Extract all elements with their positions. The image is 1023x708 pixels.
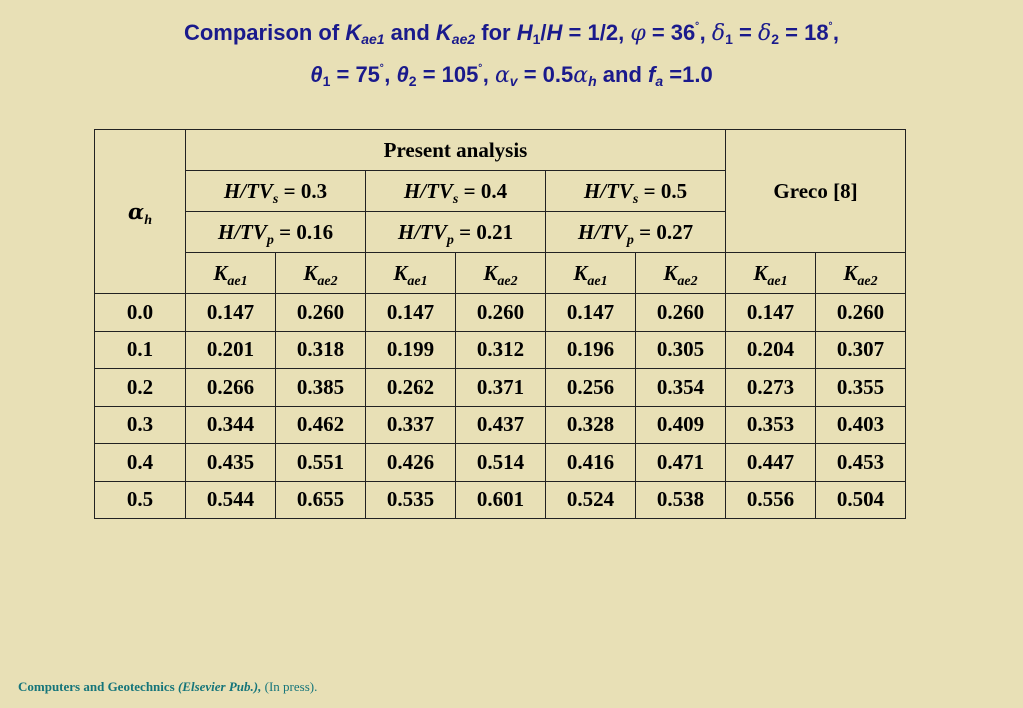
table-cell: 0.147 (185, 293, 276, 332)
table-cell: 0.201 (185, 330, 276, 369)
k-header: Kae1 (185, 252, 276, 294)
alpha-h-value: 0.3 (94, 405, 186, 444)
table-cell: 0.266 (185, 368, 276, 407)
alpha-h-value: 0.5 (94, 480, 186, 519)
tvs-header: H/TVs = 0.5 (545, 170, 726, 212)
table-cell: 0.307 (815, 330, 906, 369)
table-cell: 0.353 (725, 405, 816, 444)
table-row: 0.0 0.147 0.260 0.147 0.260 0.147 0.260 0.147 0.… (94, 293, 906, 332)
table-cell: 0.385 (275, 368, 366, 407)
table-cell: 0.147 (365, 293, 456, 332)
table-cell: 0.416 (545, 443, 636, 482)
table-cell: 0.260 (815, 293, 906, 332)
table-cell: 0.355 (815, 368, 906, 407)
k-header: Kae1 (545, 252, 636, 294)
table-cell: 0.551 (275, 443, 366, 482)
table-cell: 0.453 (815, 443, 906, 482)
table-row: 0.4 0.435 0.551 0.426 0.514 0.416 0.471 0.447 0.… (94, 443, 906, 482)
table-cell: 0.260 (275, 293, 366, 332)
table-cell: 0.256 (545, 368, 636, 407)
table-cell: 0.601 (455, 480, 546, 519)
table-cell: 0.273 (725, 368, 816, 407)
table-cell: 0.437 (455, 405, 546, 444)
table-cell: 0.535 (365, 480, 456, 519)
table-cell: 0.447 (725, 443, 816, 482)
table-cell: 0.204 (725, 330, 816, 369)
table-cell: 0.312 (455, 330, 546, 369)
k-header: Kae1 (725, 252, 816, 294)
table-cell: 0.196 (545, 330, 636, 369)
table-cell: 0.544 (185, 480, 276, 519)
title-line-2: θ1 = 75˚, θ2 = 105˚, αv = 0.5αh and fa =… (310, 62, 713, 89)
table-cell: 0.344 (185, 405, 276, 444)
table-cell: 0.371 (455, 368, 546, 407)
alpha-h-value: 0.1 (94, 330, 186, 369)
footer-citation: Computers and Geotechnics (Elsevier Pub.… (18, 679, 318, 694)
table-cell: 0.147 (725, 293, 816, 332)
table-row: 0.2 0.266 0.385 0.262 0.371 0.256 0.354 0.273 0.… (94, 368, 906, 407)
k-header: Kae2 (275, 252, 366, 294)
table-cell: 0.538 (635, 480, 726, 519)
table-row: 0.5 0.544 0.655 0.535 0.601 0.524 0.538 0.556 0.… (94, 480, 906, 519)
tvs-header: H/TVs = 0.3 (185, 170, 366, 212)
table-cell: 0.514 (455, 443, 546, 482)
k-header: Kae2 (635, 252, 726, 294)
table-cell: 0.354 (635, 368, 726, 407)
table-cell: 0.260 (635, 293, 726, 332)
table-cell: 0.328 (545, 405, 636, 444)
alpha-h-header: αh (94, 129, 186, 294)
greco-header: Greco [8] (725, 129, 906, 253)
table-cell: 0.337 (365, 405, 456, 444)
table-cell: 0.199 (365, 330, 456, 369)
table-cell: 0.147 (545, 293, 636, 332)
table-cell: 0.471 (635, 443, 726, 482)
table-cell: 0.524 (545, 480, 636, 519)
k-header: Kae2 (455, 252, 546, 294)
table-cell: 0.426 (365, 443, 456, 482)
table-row: 0.1 0.201 0.318 0.199 0.312 0.196 0.305 0.204 0.… (94, 330, 906, 369)
k-header: Kae1 (365, 252, 456, 294)
table-cell: 0.262 (365, 368, 456, 407)
table-cell: 0.556 (725, 480, 816, 519)
tvp-header: H/TVp = 0.16 (185, 211, 366, 253)
title-line-1: Comparison of Kae1 and Kae2 for H1/H = 1… (183, 20, 840, 47)
table-cell: 0.504 (815, 480, 906, 519)
tvs-header: H/TVs = 0.4 (365, 170, 546, 212)
alpha-h-value: 0.0 (94, 293, 186, 332)
present-analysis-header: Present analysis (185, 129, 726, 171)
tvp-header: H/TVp = 0.27 (545, 211, 726, 253)
alpha-h-value: 0.4 (94, 443, 186, 482)
table-cell: 0.260 (455, 293, 546, 332)
table-row: 0.3 0.344 0.462 0.337 0.437 0.328 0.409 0.353 0.… (94, 405, 906, 444)
k-header: Kae2 (815, 252, 906, 294)
table-cell: 0.462 (275, 405, 366, 444)
tvp-header: H/TVp = 0.21 (365, 211, 546, 253)
table-cell: 0.403 (815, 405, 906, 444)
table-cell: 0.409 (635, 405, 726, 444)
table-cell: 0.305 (635, 330, 726, 369)
table-cell: 0.318 (275, 330, 366, 369)
table-cell: 0.655 (275, 480, 366, 519)
table-cell: 0.435 (185, 443, 276, 482)
alpha-h-value: 0.2 (94, 368, 186, 407)
comparison-table: αh Present analysis Greco [8] H/TVs = 0.… (94, 129, 906, 519)
